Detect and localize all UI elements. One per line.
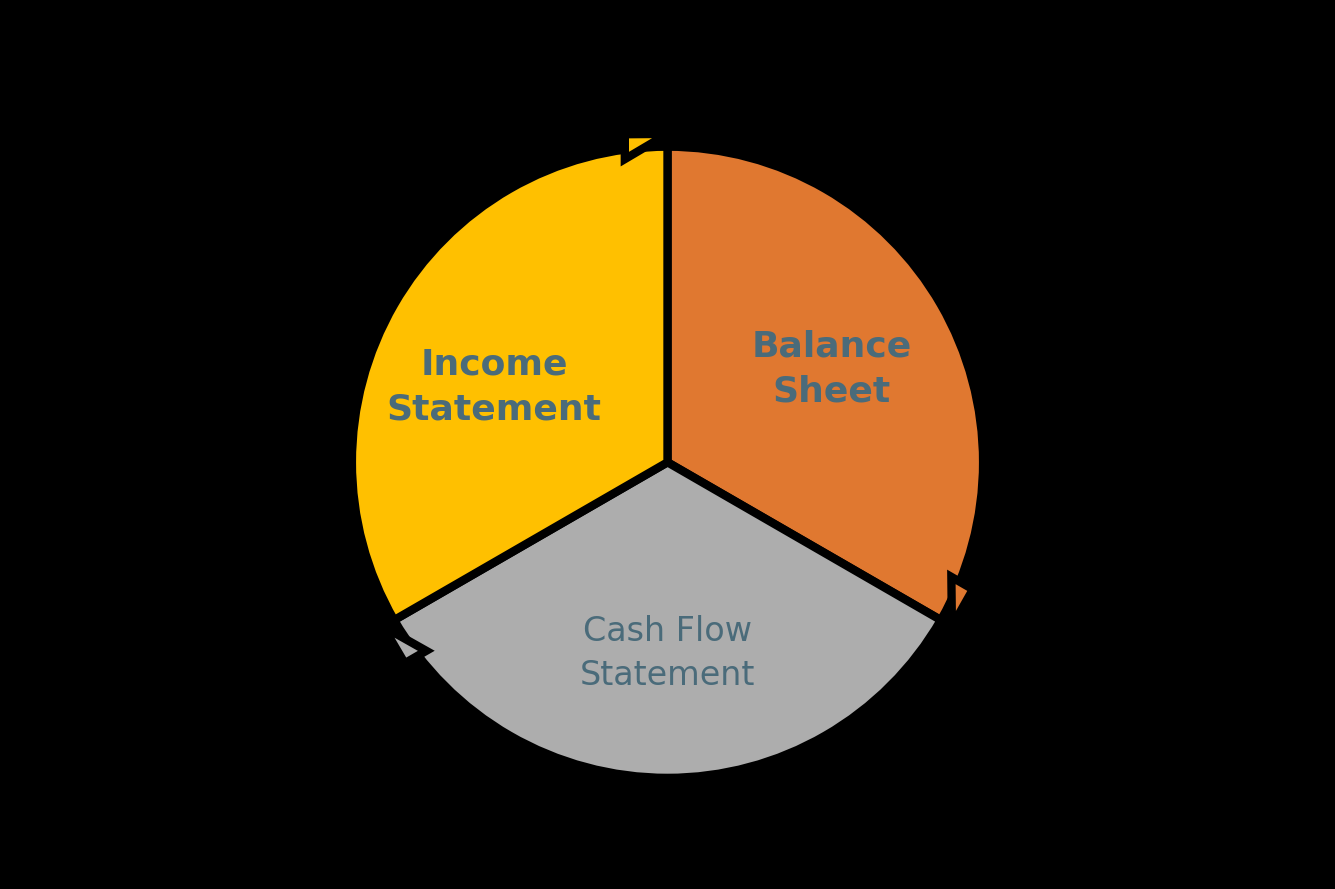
Polygon shape — [625, 134, 668, 159]
Text: Balance
Sheet: Balance Sheet — [752, 330, 912, 408]
Text: Cash Flow
Statement: Cash Flow Statement — [579, 615, 756, 692]
Polygon shape — [383, 627, 426, 663]
Wedge shape — [668, 147, 983, 621]
Polygon shape — [952, 577, 973, 627]
Wedge shape — [394, 462, 941, 778]
Text: Income
Statement: Income Statement — [387, 348, 602, 426]
Wedge shape — [352, 147, 668, 621]
